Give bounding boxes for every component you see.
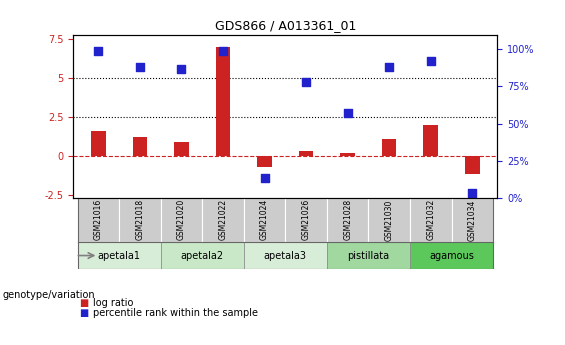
Point xyxy=(385,65,394,70)
Text: GSM21020: GSM21020 xyxy=(177,199,186,240)
FancyBboxPatch shape xyxy=(202,198,244,242)
Point xyxy=(343,110,352,116)
Text: GSM21032: GSM21032 xyxy=(426,199,435,240)
Text: agamous: agamous xyxy=(429,250,474,260)
Text: log ratio: log ratio xyxy=(93,298,133,308)
Point xyxy=(468,190,477,196)
Point xyxy=(260,176,269,181)
Text: GSM21018: GSM21018 xyxy=(136,199,145,240)
Text: GSM21016: GSM21016 xyxy=(94,199,103,240)
Bar xyxy=(133,137,147,156)
Text: GSM21030: GSM21030 xyxy=(385,199,394,240)
FancyBboxPatch shape xyxy=(244,198,285,242)
Point xyxy=(136,65,145,70)
Bar xyxy=(257,156,272,167)
FancyBboxPatch shape xyxy=(410,242,493,269)
Text: apetala2: apetala2 xyxy=(181,250,224,260)
FancyBboxPatch shape xyxy=(77,198,119,242)
Text: GSM21024: GSM21024 xyxy=(260,199,269,240)
Bar xyxy=(174,142,189,156)
Text: GSM21034: GSM21034 xyxy=(468,199,477,240)
FancyBboxPatch shape xyxy=(327,198,368,242)
Point xyxy=(177,66,186,71)
Bar xyxy=(299,151,314,156)
FancyBboxPatch shape xyxy=(244,242,327,269)
FancyBboxPatch shape xyxy=(285,198,327,242)
Text: GSM21028: GSM21028 xyxy=(343,199,352,240)
Text: apetala1: apetala1 xyxy=(98,250,141,260)
Point xyxy=(219,48,228,53)
Bar xyxy=(216,47,231,156)
Bar xyxy=(465,156,480,174)
Point xyxy=(426,58,435,64)
FancyBboxPatch shape xyxy=(327,242,410,269)
Text: GSM21026: GSM21026 xyxy=(302,199,311,240)
Point xyxy=(302,79,311,85)
Bar xyxy=(382,139,397,156)
Text: apetala3: apetala3 xyxy=(264,250,307,260)
Title: GDS866 / A013361_01: GDS866 / A013361_01 xyxy=(215,19,356,32)
FancyBboxPatch shape xyxy=(119,198,160,242)
FancyBboxPatch shape xyxy=(160,198,202,242)
Point xyxy=(94,48,103,53)
Bar xyxy=(91,131,106,156)
FancyBboxPatch shape xyxy=(160,242,244,269)
Text: genotype/variation: genotype/variation xyxy=(3,290,95,300)
Text: ■: ■ xyxy=(79,308,88,318)
Bar xyxy=(340,152,355,156)
Text: pistillata: pistillata xyxy=(347,250,389,260)
FancyBboxPatch shape xyxy=(410,198,451,242)
FancyBboxPatch shape xyxy=(77,242,160,269)
Text: percentile rank within the sample: percentile rank within the sample xyxy=(93,308,258,318)
Text: ■: ■ xyxy=(79,298,88,308)
FancyBboxPatch shape xyxy=(451,198,493,242)
FancyBboxPatch shape xyxy=(368,198,410,242)
Bar xyxy=(423,125,438,156)
Text: GSM21022: GSM21022 xyxy=(219,199,228,240)
